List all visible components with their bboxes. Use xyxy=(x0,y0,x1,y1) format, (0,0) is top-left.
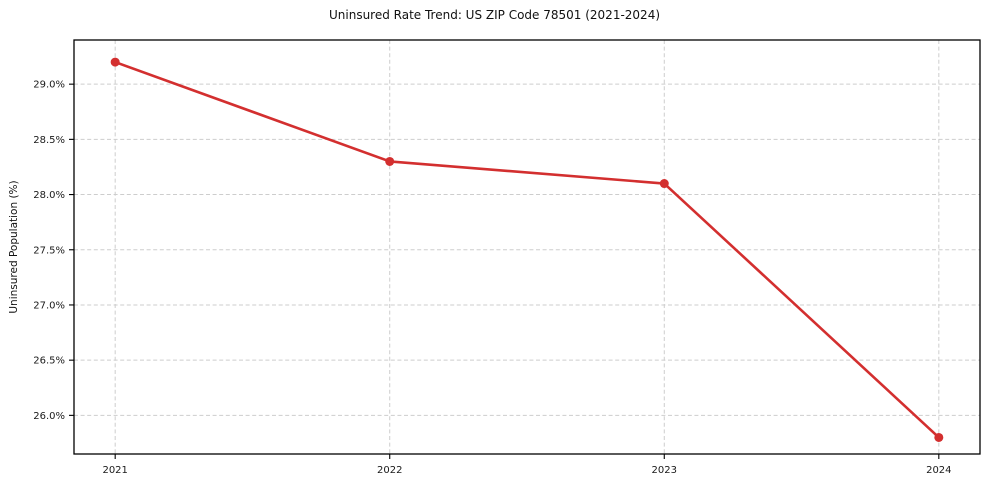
data-point-marker xyxy=(110,57,120,67)
plot-border xyxy=(73,39,981,455)
x-tick-label: 2022 xyxy=(377,465,402,476)
y-tick-label: 27.0% xyxy=(33,300,65,311)
data-point-marker xyxy=(385,156,395,166)
y-tick-label: 27.5% xyxy=(33,245,65,256)
data-point-marker xyxy=(934,432,944,442)
y-tick-label: 26.5% xyxy=(33,356,65,367)
data-point-marker xyxy=(659,179,669,189)
y-tick-label: 29.0% xyxy=(33,80,65,91)
x-tick-label: 2024 xyxy=(926,465,951,476)
y-tick-label: 28.0% xyxy=(33,190,65,201)
x-tick-label: 2021 xyxy=(102,465,127,476)
trend-line xyxy=(113,60,941,439)
y-tick-label: 26.0% xyxy=(33,411,65,422)
chart-title: Uninsured Rate Trend: US ZIP Code 78501 … xyxy=(328,8,661,22)
x-tick-label: 2023 xyxy=(652,465,677,476)
y-tick-label: 28.5% xyxy=(33,135,65,146)
